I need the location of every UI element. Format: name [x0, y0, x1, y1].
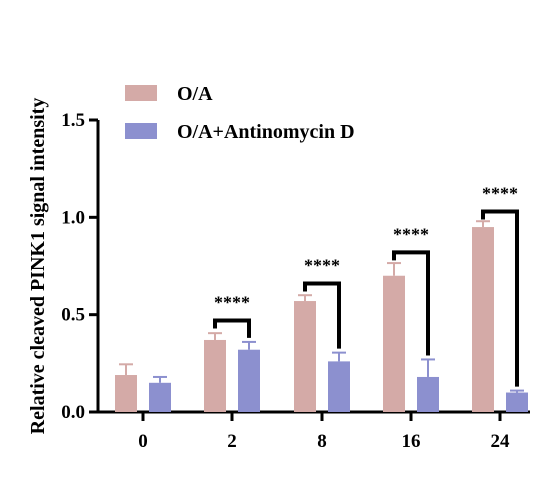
bar-oa-8	[294, 301, 316, 412]
significance-bracket	[481, 209, 519, 387]
y-tick-label: 0.0	[61, 402, 85, 423]
significance-bracket	[213, 318, 251, 338]
bar-oa-antinomycin-24	[506, 392, 528, 412]
y-tick-label: 1.5	[61, 110, 85, 131]
bar-oa-0	[115, 375, 137, 412]
bar-oa-2	[204, 339, 226, 412]
significance-bracket	[303, 281, 341, 349]
legend-label: O/A+Antinomycin D	[177, 121, 355, 143]
x-tick-label: 16	[402, 431, 421, 452]
legend-label: O/A	[177, 83, 213, 105]
y-tick-label: 0.5	[61, 305, 85, 326]
significance-label: ****	[304, 256, 340, 276]
legend: O/A O/A+Antinomycin D	[125, 83, 355, 143]
bar-oa-antinomycin-2	[238, 349, 260, 412]
significance-annotations: **** **** **** ****	[213, 183, 519, 387]
x-tick-label: 0	[138, 431, 148, 452]
bar-oa-antinomycin-8	[328, 361, 350, 412]
x-tick-label: 2	[227, 431, 237, 452]
bars	[115, 220, 528, 412]
y-tick-label: 1.0	[61, 207, 85, 228]
significance-bracket	[392, 250, 430, 356]
legend-swatch	[125, 123, 157, 139]
significance-label: ****	[393, 224, 429, 244]
significance-label: ****	[482, 183, 518, 203]
bar-oa-16	[383, 275, 405, 412]
legend-swatch	[125, 85, 157, 101]
x-tick-label: 8	[317, 431, 327, 452]
bar-oa-antinomycin-16	[417, 376, 439, 412]
bar-oa-24	[472, 227, 494, 412]
x-tick-label: 24	[491, 431, 511, 452]
bar-oa-antinomycin-0	[149, 382, 171, 412]
significance-label: ****	[214, 293, 250, 313]
y-axis-label: Relative cleaved PINK1 signal intensity	[27, 98, 49, 435]
